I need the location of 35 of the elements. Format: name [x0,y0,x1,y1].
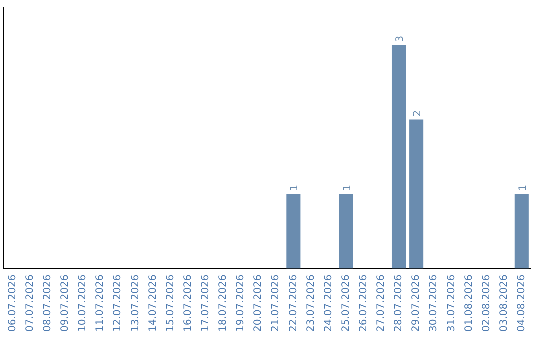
data-label: 1 [518,184,529,192]
x-tick-label: 27.07.2026 [376,274,388,332]
data-label: 2 [412,110,424,117]
x-tick-label: 14.07.2026 [148,274,159,332]
data-label: 3 [395,36,406,42]
x-tick-label: 02.08.2026 [481,274,492,332]
x-tick-label: 21.07.2026 [270,274,282,332]
x-tick-label: 15.07.2026 [165,274,176,332]
x-tick-label: 18.07.2026 [218,274,230,332]
x-tick-label: 28.07.2026 [394,274,405,332]
x-tick-label: 01.08.2026 [464,274,475,332]
x-tick-label: 09.07.2026 [60,274,72,332]
x-tick-label: 16.07.2026 [182,274,194,332]
x-tick-label: 12.07.2026 [112,274,124,332]
x-tick-label: 25.07.2026 [340,274,352,332]
data-label: 1 [342,184,354,192]
x-tick-label: 22.07.2026 [288,274,300,332]
x-tick-label: 24.07.2026 [323,274,334,332]
x-tick-label: 03.08.2026 [498,274,510,332]
x-tick-label: 29.07.2026 [411,274,422,332]
x-tick-label: 07.07.2026 [24,274,36,332]
x-tick-label: 11.07.2026 [95,274,106,332]
x-tick-label: 23.07.2026 [306,274,317,332]
x-tick-label: 26.07.2026 [358,274,370,332]
x-tick-label: 31.07.2026 [446,274,458,332]
x-tick-label: 17.07.2026 [200,274,212,332]
x-tick-label: 06.07.2026 [7,274,18,332]
x-tick-label: 20.07.2026 [253,274,264,332]
x-tick-label: 10.07.2026 [78,274,89,332]
x-tick-label: 30.07.2026 [428,274,440,332]
x-tick-label: 13.07.2026 [130,274,142,332]
data-label: 1 [290,184,301,192]
x-tick-label: 19.07.2026 [236,274,247,332]
x-tick-label: 04.08.2026 [516,274,528,332]
x-tick-label: 08.07.2026 [42,274,54,332]
